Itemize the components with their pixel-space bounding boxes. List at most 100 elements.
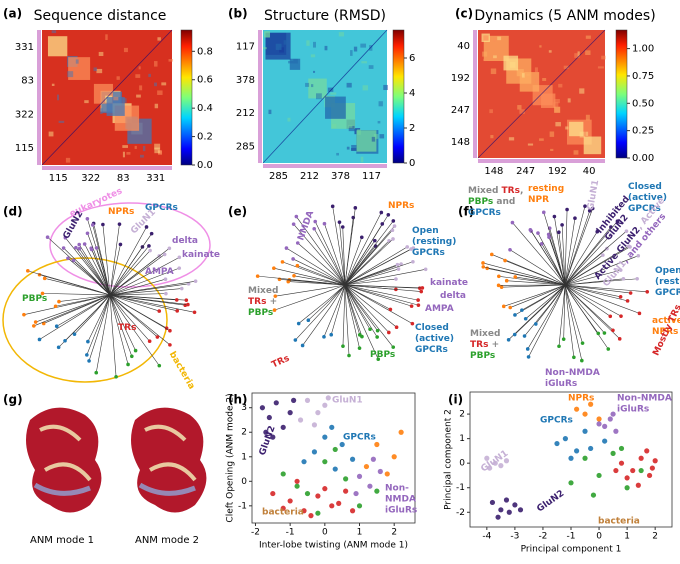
y-tick-label: 0	[241, 477, 247, 487]
tree-tip	[508, 248, 512, 252]
panel-label: (i)	[448, 393, 463, 407]
label-part: Mixed	[468, 186, 502, 196]
label-part: and	[493, 197, 515, 207]
tree-tip	[114, 375, 118, 379]
point	[653, 458, 658, 463]
point	[498, 507, 503, 512]
tree-label: Mixed TRs,	[468, 186, 523, 196]
point	[647, 473, 652, 478]
x-tick-label: 1	[624, 532, 630, 542]
row-label: 212	[236, 108, 255, 119]
point	[563, 436, 568, 441]
tree-tip	[389, 308, 393, 312]
heatmap-speck	[313, 42, 316, 48]
tree-tip	[164, 277, 168, 281]
heatmap-speck	[378, 121, 381, 123]
heatmap-speck	[311, 54, 315, 57]
tree-label: TRs +	[470, 340, 499, 350]
tree-tip	[57, 346, 61, 350]
tree-label: NMDA	[296, 209, 316, 242]
point	[288, 410, 293, 415]
tree-tip	[297, 322, 301, 326]
label-part: NPRs	[388, 201, 414, 211]
tree-tip	[175, 309, 179, 313]
tree-label: Open	[412, 226, 439, 236]
heatmap-speck	[136, 95, 141, 98]
tree-tip	[626, 299, 630, 303]
tree-label: Closed	[415, 323, 449, 333]
label-part: resting	[528, 184, 564, 194]
point	[568, 456, 573, 461]
tree-tip	[503, 259, 507, 263]
tree-label: PBPs	[470, 351, 495, 361]
heatmap-speck	[489, 109, 493, 113]
row-strip	[473, 30, 477, 158]
point	[582, 456, 587, 461]
label-part: kainate	[182, 250, 220, 260]
tree-label: Non-NMDA	[545, 368, 600, 378]
tree-tip	[391, 237, 395, 241]
y-axis-label: Cleft Opening (ANM mode 2)	[226, 393, 236, 522]
tree-tip	[91, 223, 95, 227]
tree-branch	[43, 293, 110, 295]
heatmap-speck	[361, 61, 367, 63]
heatmap-speck	[305, 83, 309, 87]
tree-label: PBPs	[22, 294, 47, 304]
heatmap-speck	[67, 71, 73, 77]
heatmap-speck	[549, 50, 552, 52]
point	[281, 471, 286, 476]
tree-label: TRs	[118, 323, 136, 333]
tree-tip	[296, 264, 300, 268]
heatmap-speck	[94, 67, 97, 71]
colorbar-tick-label: 0.6	[197, 75, 213, 86]
tree-tip	[635, 277, 639, 281]
tree-tip	[421, 286, 425, 290]
panel-title: Dynamics (5 ANM modes)	[474, 8, 655, 24]
tree-tip	[395, 325, 399, 329]
point	[322, 459, 327, 464]
heatmap-block	[48, 36, 67, 56]
tree-tip	[405, 245, 409, 249]
label-part: NPRs	[108, 207, 134, 217]
tree-label: Open	[655, 266, 680, 276]
colorbar-tick-label: 1.00	[632, 44, 654, 55]
tree-tip	[572, 355, 576, 359]
tree-branch	[110, 295, 159, 311]
heatmap-speck	[558, 84, 562, 88]
tree-tip	[419, 290, 423, 294]
tree-tip	[272, 266, 276, 270]
tree-branch	[345, 285, 397, 327]
tree-tip	[312, 227, 316, 231]
heatmap-speck	[379, 101, 383, 106]
tree-tip	[148, 249, 152, 253]
heatmap-block	[483, 35, 488, 40]
heatmap-block	[584, 137, 601, 155]
heatmap-speck	[139, 66, 141, 69]
tree-tip	[130, 354, 134, 358]
heatmap-speck	[311, 84, 313, 87]
label-part: GluN1	[586, 179, 601, 211]
point	[374, 442, 379, 447]
point	[308, 513, 313, 518]
tree-tip	[285, 246, 289, 250]
tree-tip	[527, 355, 531, 359]
tree-tip	[605, 247, 609, 251]
tree-label: (active)	[415, 334, 454, 344]
tree-tip	[508, 306, 512, 310]
row-label: 115	[15, 143, 34, 154]
point	[367, 484, 372, 489]
heatmap-speck	[306, 40, 309, 46]
tree-tip	[175, 298, 179, 302]
heatmap-block	[503, 56, 518, 71]
point	[596, 421, 601, 426]
heatmap-speck	[268, 110, 271, 114]
label-part: (resting)	[655, 277, 680, 287]
point	[554, 441, 559, 446]
heatmap-speck	[517, 105, 521, 110]
point	[291, 398, 296, 403]
point	[267, 415, 272, 420]
annotation: iGluRs	[617, 405, 649, 415]
label-part: NMDA	[296, 209, 316, 242]
heatmap-speck	[284, 40, 287, 45]
heatmap-speck	[574, 150, 579, 154]
